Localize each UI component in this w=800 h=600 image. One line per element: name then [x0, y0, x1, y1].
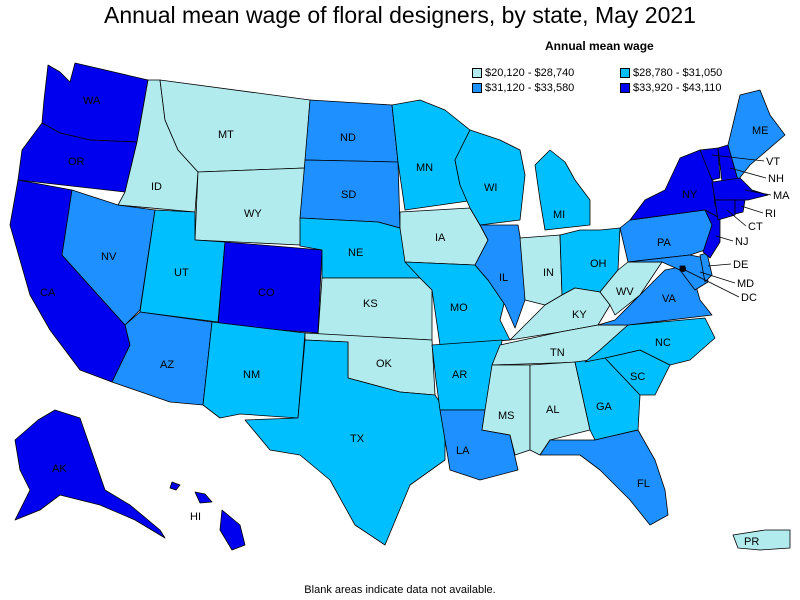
legend-label-3: $31,120 - $33,580: [485, 82, 575, 94]
legend-item-4: $33,920 - $43,110: [620, 82, 721, 94]
label-AR: AR: [452, 369, 467, 381]
leader-CT: [726, 209, 747, 227]
label-NV: NV: [101, 251, 117, 263]
label-MA: MA: [773, 190, 790, 202]
state-HI[interactable]: [219, 509, 246, 551]
state-CT[interactable]: [714, 199, 736, 221]
state-KS[interactable]: [317, 277, 433, 341]
label-MI: MI: [553, 209, 565, 221]
state-WY[interactable]: [194, 167, 306, 246]
label-PR: PR: [744, 536, 759, 548]
label-NE: NE: [348, 247, 363, 259]
state-ND[interactable]: [304, 99, 399, 163]
label-GA: GA: [596, 401, 613, 413]
legend-swatch-1: [472, 68, 482, 78]
legend-label-1: $20,120 - $28,740: [485, 67, 575, 79]
label-ME: ME: [752, 125, 769, 137]
label-NJ: NJ: [735, 236, 748, 248]
label-NY: NY: [682, 189, 698, 201]
legend-label-2: $28,780 - $31,050: [633, 67, 723, 79]
state-RI[interactable]: [734, 199, 746, 215]
label-CO: CO: [258, 287, 275, 299]
dc-marker-dot: [680, 266, 686, 272]
leader-MD: [699, 271, 736, 284]
label-ID: ID: [151, 181, 162, 193]
label-OR: OR: [68, 156, 85, 168]
label-IL: IL: [499, 272, 508, 284]
label-RI: RI: [765, 208, 776, 220]
state-NC[interactable]: [584, 317, 716, 366]
label-CT: CT: [748, 221, 763, 233]
label-IN: IN: [543, 267, 554, 279]
label-HI: HI: [190, 511, 201, 523]
label-SC: SC: [630, 371, 645, 383]
label-OH: OH: [590, 258, 607, 270]
leader-VT: [711, 154, 765, 162]
label-AZ: AZ: [160, 359, 174, 371]
label-DE: DE: [733, 259, 748, 271]
state-WI[interactable]: [454, 129, 526, 226]
label-MN: MN: [416, 162, 433, 174]
state-IN[interactable]: [519, 234, 563, 306]
label-FL: FL: [637, 478, 650, 490]
label-TN: TN: [550, 347, 565, 359]
state-FL[interactable]: [539, 429, 669, 526]
state-AK[interactable]: [14, 409, 166, 539]
legend-swatch-4: [620, 83, 630, 93]
state-PR[interactable]: [732, 529, 791, 551]
label-DC: DC: [741, 292, 757, 304]
label-VT: VT: [766, 156, 780, 168]
leader-NJ: [715, 235, 734, 242]
state-MA[interactable]: [711, 177, 769, 201]
state-HI-islands-2[interactable]: [194, 491, 213, 504]
label-OK: OK: [376, 358, 393, 370]
label-WV: WV: [616, 286, 634, 298]
label-MS: MS: [498, 410, 515, 422]
leader-RI: [740, 205, 764, 214]
label-KS: KS: [363, 298, 378, 310]
label-PA: PA: [657, 237, 672, 249]
label-WI: WI: [484, 182, 497, 194]
legend-label-4: $33,920 - $43,110: [633, 82, 722, 94]
state-HI-islands[interactable]: [169, 481, 181, 491]
label-KY: KY: [572, 309, 587, 321]
map-title: Annual mean wage of floral designers, by…: [104, 2, 696, 28]
state-MD[interactable]: [627, 254, 709, 291]
label-MO: MO: [450, 302, 468, 314]
leader-DE: [707, 263, 732, 267]
label-NC: NC: [655, 337, 671, 349]
legend-item-1: $20,120 - $28,740: [472, 67, 574, 79]
leader-NH: [729, 167, 767, 179]
label-SD: SD: [341, 189, 356, 201]
label-TX: TX: [350, 433, 365, 445]
leader-MA: [744, 189, 772, 196]
state-VT[interactable]: [699, 147, 721, 181]
legend-item-3: $31,120 - $33,580: [472, 82, 574, 94]
legend-title: Annual mean wage: [545, 39, 654, 53]
label-WY: WY: [244, 208, 262, 220]
state-ME[interactable]: [727, 89, 786, 181]
label-AL: AL: [546, 404, 559, 416]
label-MD: MD: [737, 278, 754, 290]
state-MI[interactable]: [534, 149, 591, 231]
label-AK: AK: [52, 463, 67, 475]
label-MT: MT: [218, 129, 234, 141]
legend-swatch-2: [620, 68, 630, 78]
leader-DC: [682, 268, 740, 298]
legend-item-2: $28,780 - $31,050: [620, 67, 722, 79]
label-IA: IA: [435, 232, 446, 244]
label-UT: UT: [174, 267, 189, 279]
label-LA: LA: [456, 445, 470, 457]
state-TX[interactable]: [244, 339, 446, 546]
label-WA: WA: [83, 95, 101, 107]
label-CA: CA: [40, 287, 56, 299]
footnote: Blank areas indicate data not available.: [304, 584, 496, 596]
label-NM: NM: [243, 369, 260, 381]
label-VA: VA: [662, 293, 677, 305]
legend-swatch-3: [472, 83, 482, 93]
label-NH: NH: [768, 173, 784, 185]
label-ND: ND: [340, 132, 356, 144]
